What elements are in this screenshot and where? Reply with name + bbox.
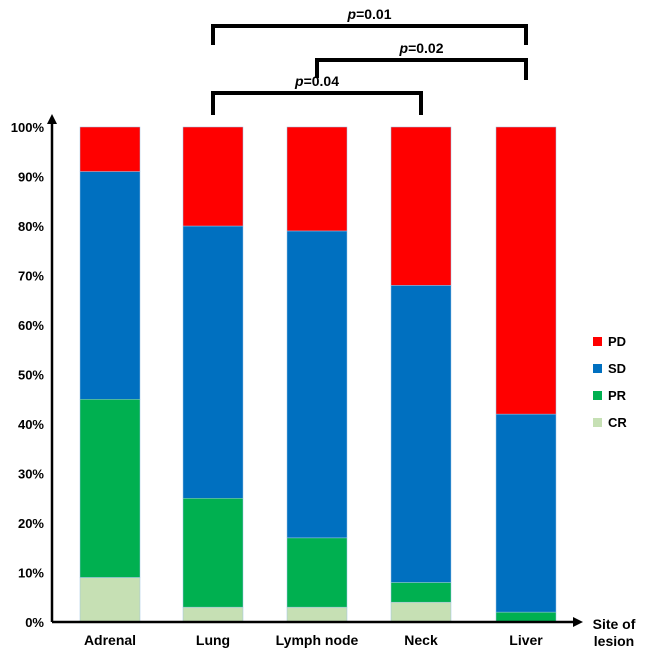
bar-pd-lymph-node [286,126,348,232]
y-tick-label: 40% [18,417,44,432]
legend-swatch-pr [593,391,602,400]
axes-group [47,114,583,627]
x-category-label: Lung [196,632,230,648]
legend-swatch-pd [593,337,602,346]
significance-bracket [211,91,423,115]
x-category-labels: Adrenal Lung Lymph node Neck Liver [84,632,543,648]
bar-sd-lymph-node [286,230,348,539]
bar-pr-adrenal [79,399,141,578]
y-tick-label: 10% [18,566,44,581]
y-tick-label: 30% [18,467,44,482]
y-tick-label: 50% [18,368,44,383]
bar-pr-neck [390,582,452,603]
y-tick-label: 80% [18,219,44,234]
bar-sd-liver [495,413,557,613]
p-value-label: p=0.01 [347,6,392,22]
significance-bracket [211,24,528,45]
x-axis-label-line: lesion [594,633,634,649]
legend-swatch-cr [593,418,602,427]
bar-pr-liver [495,611,557,623]
bar-cr-lymph-node [286,606,348,623]
bar-pr-lymph-node [286,537,348,608]
y-tick-label: 20% [18,516,44,531]
bar-pd-lung [182,126,244,227]
x-category-label: Neck [404,632,438,648]
y-tick-label: 90% [18,170,44,185]
y-tick-label: 60% [18,318,44,333]
bar-pd-neck [390,126,452,286]
bar-pd-liver [495,126,557,415]
legend-label-cr: CR [608,415,627,430]
y-tick-label: 0% [25,615,44,630]
legend-label-sd: SD [608,361,626,376]
significance-bracket [315,58,528,80]
legend-swatch-sd [593,364,602,373]
bar-pr-lung [182,498,244,608]
x-category-label: Adrenal [84,632,136,648]
p-value-label: p=0.02 [399,40,444,56]
significance-annotations: p=0.01 p=0.02 p=0.04 [211,6,528,115]
bars-group [79,126,557,623]
bar-pd-adrenal [79,126,141,172]
x-category-label: Lymph node [276,632,359,648]
legend-label-pd: PD [608,334,626,349]
legend-label-pr: PR [608,388,627,403]
y-tick-label: 100% [11,120,45,135]
bar-sd-lung [182,225,244,499]
bar-cr-adrenal [79,577,141,623]
bar-sd-neck [390,285,452,583]
bar-cr-lung [182,606,244,623]
bar-sd-adrenal [79,171,141,400]
x-axis-label-line: Site of [593,616,636,632]
x-category-label: Liver [509,632,543,648]
y-tick-label: 70% [18,269,44,284]
y-tick-labels: 0% 10% 20% 30% 40% 50% 60% 70% 80% 90% 100% [11,120,45,630]
p-value-label: p=0.04 [294,73,339,89]
legend: PD SD PR CR [593,334,627,430]
bar-cr-neck [390,601,452,623]
